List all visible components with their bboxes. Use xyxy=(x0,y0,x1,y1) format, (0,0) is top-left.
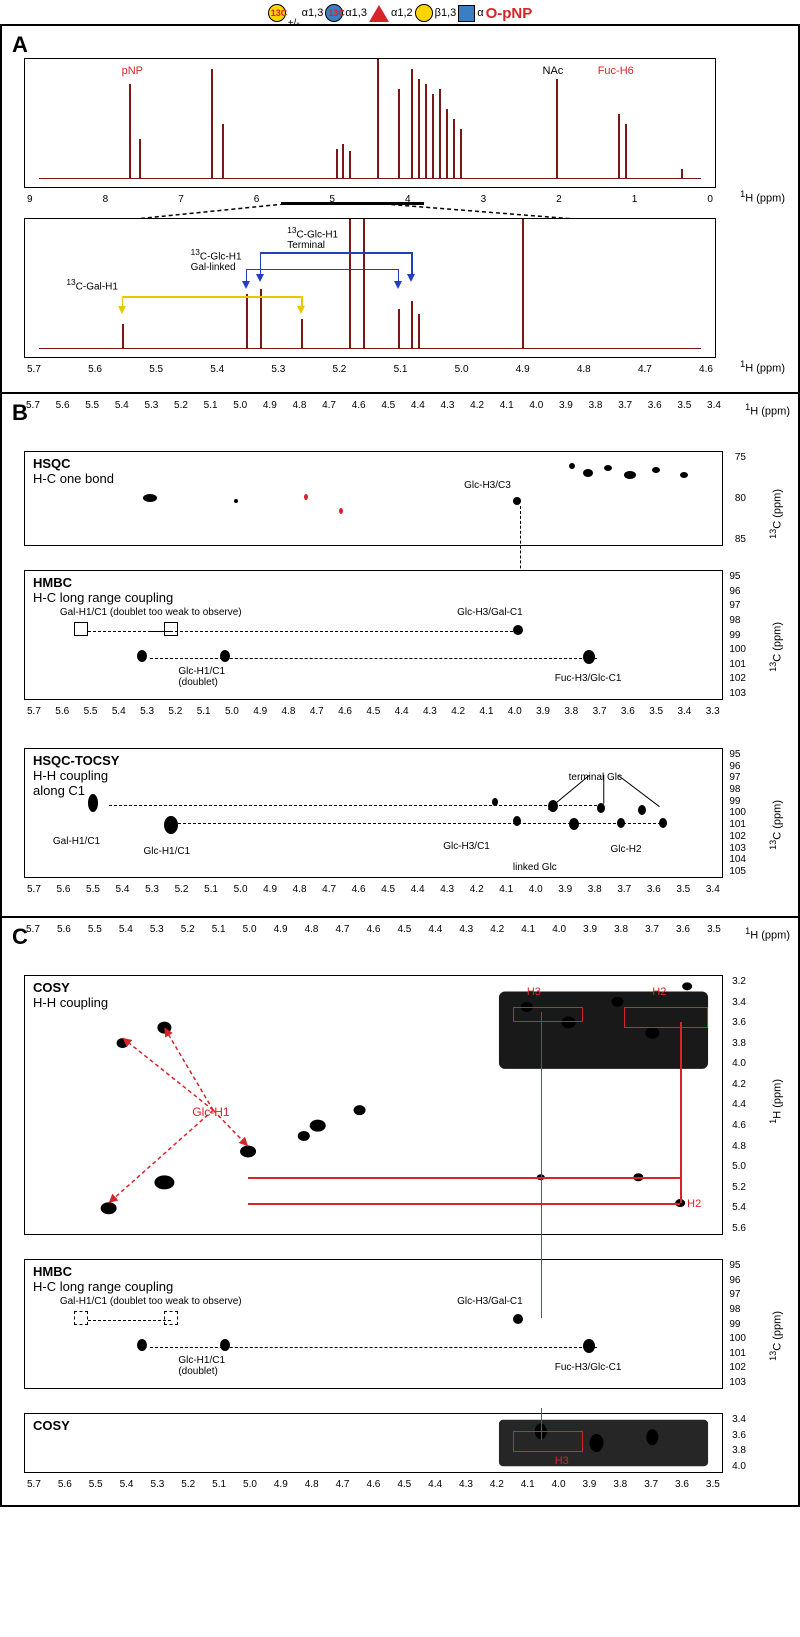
c-axis-label-c: 13C (ppm) xyxy=(768,1311,784,1361)
x-axis-bot-c: 5.75.65.55.45.35.25.15.04.94.84.74.64.54… xyxy=(25,1479,722,1490)
x-axis-bot-b: 5.75.65.55.45.35.25.15.04.94.84.74.64.54… xyxy=(25,884,722,895)
glycan-structure: 13C +/- α1,3 13C α1,3 α1,2 β1,3 α O-pNP xyxy=(0,0,800,24)
x-axis-top-c: 5.75.65.55.45.35.25.15.04.94.84.74.64.54… xyxy=(24,924,723,935)
x-axis-top-b: 5.75.65.55.45.35.25.15.04.94.84.74.64.54… xyxy=(24,400,723,411)
h2-box xyxy=(624,1007,708,1028)
spectrum-1d-full: pNP NAc Fuc-H6 9876543210 1H (ppm) xyxy=(24,58,716,188)
x-axis-hmbc: 5.75.65.55.45.35.25.15.04.94.84.74.64.54… xyxy=(25,706,722,717)
glc-h3c3-label: Glc-H3/C3 xyxy=(464,480,511,491)
hmbc-title: HMBCH-C long range coupling xyxy=(33,575,173,605)
y-axis-cosy: 3.23.43.63.84.04.24.44.64.85.05.25.45.6 xyxy=(732,976,746,1234)
figure: A pNP NAc Fuc-H6 9876543210 1H (ppm) 13C… xyxy=(0,24,800,1507)
hmbc-plot: HMBCH-C long range coupling Gal-H1/C1 (d… xyxy=(24,570,723,700)
glc-icon: 13C xyxy=(325,4,343,22)
gal-icon: 13C xyxy=(268,4,286,22)
fuc-h6-label: Fuc-H6 xyxy=(598,65,634,77)
y-axis-cosy2: 3.43.63.84.0 xyxy=(732,1414,746,1472)
fuc-icon xyxy=(369,5,389,22)
spectrum-1d-zoom: 13C-Gal-H1 13C-Glc-H1Gal-linked 13C-Glc-… xyxy=(24,218,716,358)
cosy-plot: COSYH-H coupling xyxy=(24,975,723,1235)
gal2-icon xyxy=(415,4,433,22)
panel-a-label: A xyxy=(12,32,28,58)
hmbc-plot-c: HMBCH-C long range coupling Gal-H1/C1 (d… xyxy=(24,1259,723,1389)
nac-label: NAc xyxy=(543,65,564,77)
c-axis-label2: 13C (ppm) xyxy=(768,622,784,672)
hsqc-plot: HSQCH-C one bond Glc-H3/C3 758085 13C (p… xyxy=(24,451,723,546)
glc-h1-cosy: Glc-H1 xyxy=(192,1105,229,1119)
h-axis-vert: 1H (ppm) xyxy=(768,1079,784,1124)
glc-h1-linked-label: 13C-Glc-H1Gal-linked xyxy=(191,247,242,273)
gal-box2 xyxy=(164,622,178,636)
cosy-strip: COSY H3 3.43.63.84.0 5.75.65.55.45.35.25… xyxy=(24,1413,723,1473)
glcnac-icon xyxy=(458,5,475,22)
gal-h1-label: 13C-Gal-H1 xyxy=(66,277,118,292)
h2-label-top: H2 xyxy=(652,986,666,998)
pnp-label: pNP xyxy=(122,65,143,77)
y-axis-tocsy: 9596979899100101102103104105 xyxy=(729,749,746,877)
x-axis-label-zoom: 1H (ppm) xyxy=(740,359,785,375)
panel-c: C 5.75.65.55.45.35.25.15.04.94.84.74.64.… xyxy=(2,918,798,1505)
h-axis-label-c: 1H (ppm) xyxy=(745,926,790,942)
hsqc-tocsy-plot: HSQC-TOCSYH-H coupling along C1 Gal-H1/C… xyxy=(24,748,723,878)
c-axis-label: 13C (ppm) xyxy=(768,489,784,539)
cosy-content xyxy=(25,976,722,1234)
gal-box1 xyxy=(74,622,88,636)
x-axis-label: 1H (ppm) xyxy=(740,189,785,205)
y-axis-hsqc: 758085 xyxy=(735,452,746,545)
hmbc-title-c: HMBCH-C long range coupling xyxy=(33,1264,173,1294)
baseline-zoom xyxy=(39,348,701,350)
c-axis-label3: 13C (ppm) xyxy=(768,800,784,850)
panel-b: B 5.75.65.55.45.35.25.15.04.94.84.74.64.… xyxy=(2,394,798,918)
panel-a: A pNP NAc Fuc-H6 9876543210 1H (ppm) 13C… xyxy=(2,26,798,394)
h3-box-strip xyxy=(513,1431,583,1451)
h3-label: H3 xyxy=(527,986,541,998)
h-axis-label-b: 1H (ppm) xyxy=(745,402,790,418)
hsqc-tocsy-title: HSQC-TOCSYH-H coupling along C1 xyxy=(33,753,119,798)
h3-box xyxy=(513,1007,583,1022)
y-axis-hmbc: 9596979899100101102103 xyxy=(729,571,746,699)
y-axis-hmbc-c: 9596979899100101102103 xyxy=(729,1260,746,1388)
h2-label-bot: H2 xyxy=(687,1198,701,1210)
x-axis-zoom: 5.75.65.55.45.35.25.15.04.94.84.74.6 xyxy=(25,364,715,375)
hsqc-title: HSQCH-C one bond xyxy=(33,456,114,486)
glc-h1-term-label: 13C-Glc-H1Terminal xyxy=(287,225,338,251)
